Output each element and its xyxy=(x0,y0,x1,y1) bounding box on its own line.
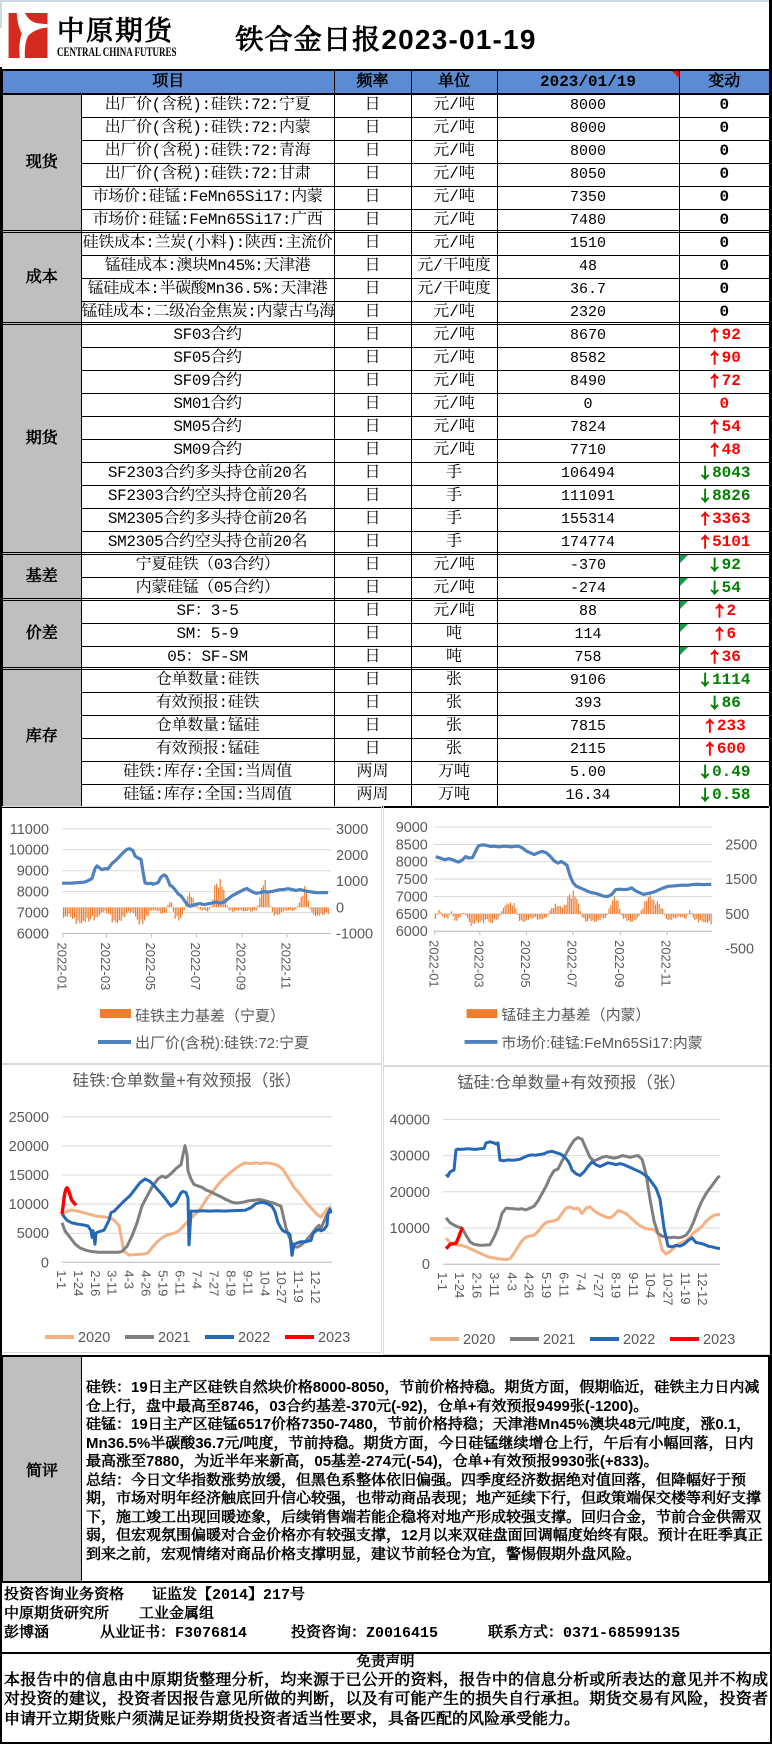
svg-text:2022-07: 2022-07 xyxy=(565,940,580,987)
svg-text:2021: 2021 xyxy=(543,1332,575,1348)
svg-text:5-19: 5-19 xyxy=(156,1270,171,1296)
svg-text:20000: 20000 xyxy=(9,1139,49,1155)
svg-text:0: 0 xyxy=(336,900,344,916)
svg-text:3-11: 3-11 xyxy=(487,1272,502,1297)
svg-text:9-11: 9-11 xyxy=(240,1270,255,1295)
svg-text:硅铁:仓单数量+有效预报（张）: 硅铁:仓单数量+有效预报（张） xyxy=(73,1071,302,1090)
svg-text:1-24: 1-24 xyxy=(452,1272,467,1298)
svg-text:-1000: -1000 xyxy=(336,927,373,943)
svg-text:4-26: 4-26 xyxy=(522,1272,537,1298)
svg-text:2022-11: 2022-11 xyxy=(279,943,294,990)
svg-text:10000: 10000 xyxy=(390,1221,430,1237)
svg-text:10000: 10000 xyxy=(9,843,49,859)
svg-text:11000: 11000 xyxy=(10,822,49,838)
svg-text:8500: 8500 xyxy=(396,837,428,853)
svg-text:10-4: 10-4 xyxy=(643,1272,658,1298)
svg-text:8-19: 8-19 xyxy=(608,1272,623,1298)
svg-text:2-16: 2-16 xyxy=(88,1270,103,1296)
svg-text:11-19: 11-19 xyxy=(678,1272,693,1304)
svg-text:2022: 2022 xyxy=(623,1332,655,1348)
svg-text:2022-01: 2022-01 xyxy=(426,940,441,987)
svg-text:锰硅主力基差（内蒙）: 锰硅主力基差（内蒙） xyxy=(501,1007,650,1024)
svg-text:8-19: 8-19 xyxy=(223,1270,238,1296)
svg-text:5-19: 5-19 xyxy=(539,1272,554,1298)
svg-text:30000: 30000 xyxy=(390,1149,430,1165)
svg-text:2022-05: 2022-05 xyxy=(518,940,533,987)
svg-text:8000: 8000 xyxy=(17,885,49,901)
svg-text:6-11: 6-11 xyxy=(556,1272,571,1297)
svg-text:12-12: 12-12 xyxy=(695,1272,710,1305)
svg-text:1-1: 1-1 xyxy=(54,1270,69,1289)
svg-text:4-3: 4-3 xyxy=(504,1272,519,1291)
svg-text:5000: 5000 xyxy=(17,1226,49,1242)
svg-text:7000: 7000 xyxy=(17,906,49,922)
svg-text:2023: 2023 xyxy=(703,1332,735,1348)
svg-text:11-19: 11-19 xyxy=(291,1270,306,1302)
svg-text:0: 0 xyxy=(422,1257,430,1273)
svg-text:7-27: 7-27 xyxy=(591,1272,606,1298)
svg-text:6000: 6000 xyxy=(396,924,428,940)
svg-text:10000: 10000 xyxy=(9,1197,49,1213)
svg-text:3000: 3000 xyxy=(336,822,368,838)
svg-text:10-27: 10-27 xyxy=(274,1270,289,1303)
svg-text:500: 500 xyxy=(725,907,749,923)
svg-text:2022-03: 2022-03 xyxy=(471,940,486,987)
svg-text:1-24: 1-24 xyxy=(71,1270,86,1296)
svg-text:-500: -500 xyxy=(725,942,754,958)
svg-text:1500: 1500 xyxy=(725,872,757,888)
svg-text:2022: 2022 xyxy=(238,1330,270,1346)
svg-text:2500: 2500 xyxy=(725,837,757,853)
svg-text:硅铁主力基差（宁夏）: 硅铁主力基差（宁夏） xyxy=(135,1008,285,1025)
svg-text:市场价:硅锰:FeMn65Si17:内蒙: 市场价:硅锰:FeMn65Si17:内蒙 xyxy=(501,1035,702,1052)
svg-text:4-3: 4-3 xyxy=(122,1270,137,1289)
svg-text:3-11: 3-11 xyxy=(105,1270,120,1295)
svg-text:2022-05: 2022-05 xyxy=(143,943,158,991)
svg-text:9000: 9000 xyxy=(396,820,428,836)
svg-text:1-1: 1-1 xyxy=(435,1272,450,1291)
svg-text:10-27: 10-27 xyxy=(660,1272,675,1305)
svg-text:2020: 2020 xyxy=(78,1330,110,1346)
svg-text:15000: 15000 xyxy=(9,1168,49,1184)
svg-text:0: 0 xyxy=(41,1255,49,1271)
svg-text:6500: 6500 xyxy=(396,907,428,923)
svg-text:7-27: 7-27 xyxy=(206,1270,221,1296)
svg-text:20000: 20000 xyxy=(390,1185,430,1201)
svg-text:2000: 2000 xyxy=(336,848,368,864)
svg-text:7-4: 7-4 xyxy=(574,1272,589,1291)
svg-text:8000: 8000 xyxy=(396,855,428,871)
svg-text:7000: 7000 xyxy=(396,889,428,905)
svg-text:7500: 7500 xyxy=(396,872,428,888)
svg-text:1000: 1000 xyxy=(336,874,368,890)
svg-text:2022-11: 2022-11 xyxy=(659,940,674,986)
svg-text:25000: 25000 xyxy=(9,1110,49,1126)
svg-text:4-26: 4-26 xyxy=(139,1270,154,1296)
svg-text:2022-09: 2022-09 xyxy=(234,943,249,991)
svg-text:出厂价(含税):硅铁:72:宁夏: 出厂价(含税):硅铁:72:宁夏 xyxy=(135,1035,309,1052)
svg-text:9000: 9000 xyxy=(17,864,49,880)
svg-text:2020: 2020 xyxy=(463,1332,495,1348)
svg-text:2022-03: 2022-03 xyxy=(98,943,113,991)
svg-text:锰硅:仓单数量+有效预报（张）: 锰硅:仓单数量+有效预报（张） xyxy=(457,1073,686,1092)
svg-text:6-11: 6-11 xyxy=(173,1270,188,1295)
svg-text:2023: 2023 xyxy=(318,1330,350,1346)
svg-text:40000: 40000 xyxy=(390,1112,430,1128)
svg-text:2022-07: 2022-07 xyxy=(188,943,203,991)
svg-text:7-4: 7-4 xyxy=(189,1270,204,1289)
svg-text:2022-01: 2022-01 xyxy=(55,943,70,991)
svg-text:2022-09: 2022-09 xyxy=(612,940,627,987)
svg-text:12-12: 12-12 xyxy=(308,1270,323,1303)
svg-text:9-11: 9-11 xyxy=(626,1272,641,1297)
svg-text:6000: 6000 xyxy=(17,927,49,943)
svg-text:2-16: 2-16 xyxy=(470,1272,485,1298)
svg-text:2021: 2021 xyxy=(158,1330,190,1346)
svg-text:10-4: 10-4 xyxy=(257,1270,272,1296)
